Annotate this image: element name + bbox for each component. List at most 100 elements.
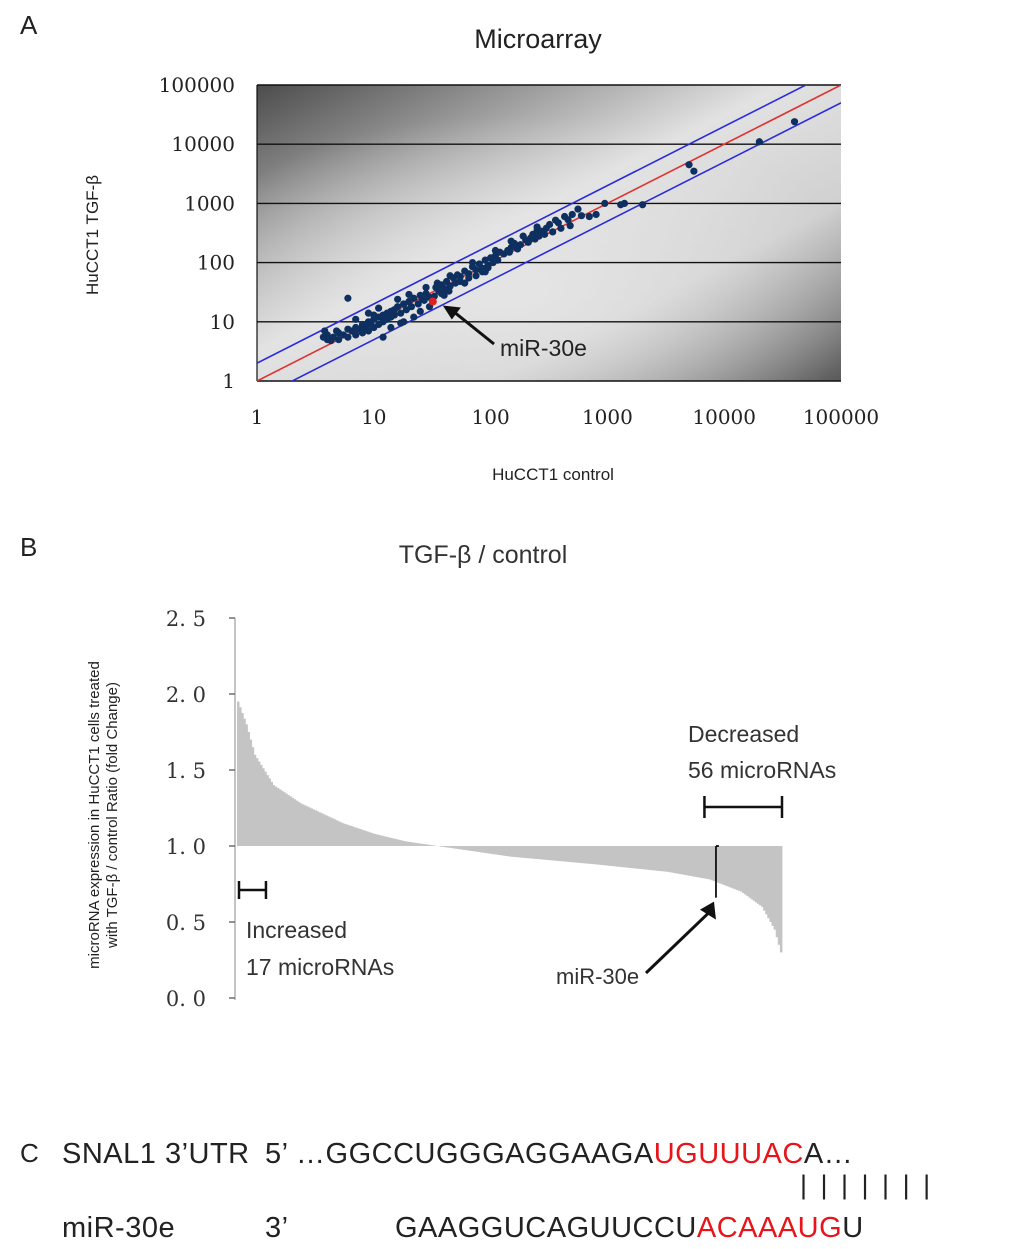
bar-annotations <box>237 796 784 975</box>
scatter-point <box>690 167 698 175</box>
scatter-point <box>617 201 625 209</box>
bar <box>599 846 603 865</box>
bar <box>494 846 498 855</box>
fold-change-bar-chart: TGF-β / control 0. 0 0. 5 1. 0 1. 5 2. 0 2. 5… <box>86 541 836 1011</box>
bar <box>668 846 672 873</box>
bar <box>400 840 403 846</box>
bar <box>654 846 657 871</box>
bar <box>725 846 728 886</box>
bar <box>771 846 775 926</box>
scatter-point <box>468 259 477 267</box>
bar <box>717 846 720 883</box>
bar <box>287 795 290 846</box>
scatter-point <box>465 274 473 282</box>
snai1-seed: UGUUUAC <box>653 1138 804 1170</box>
bar <box>593 846 596 865</box>
bar <box>555 846 559 861</box>
scatter-point <box>601 199 609 207</box>
bar <box>354 827 357 846</box>
bar <box>689 846 693 877</box>
bar <box>461 846 464 850</box>
bar <box>687 846 691 876</box>
bar <box>691 846 695 877</box>
bar <box>442 846 445 847</box>
increased-label: Increased <box>246 917 347 943</box>
bar <box>576 846 580 863</box>
bar <box>505 846 508 857</box>
bar <box>274 786 278 846</box>
bar <box>658 846 661 871</box>
scatter-point <box>319 333 327 341</box>
bar <box>721 846 724 885</box>
bar <box>519 846 523 858</box>
bar <box>677 846 680 874</box>
bar <box>605 846 609 866</box>
bar <box>683 846 686 875</box>
scatter-point <box>592 210 600 219</box>
scatter-point <box>472 272 480 280</box>
scatter-highlight-arrow <box>453 311 495 346</box>
bar <box>538 846 542 860</box>
bar <box>329 817 332 846</box>
base-pairing-marks: | | | | | | | <box>800 1170 934 1200</box>
decreased-count: 56 microRNAs <box>688 757 836 783</box>
bar <box>513 846 517 858</box>
bar <box>696 846 699 878</box>
bar <box>515 846 519 858</box>
bar <box>308 807 311 846</box>
bar <box>752 846 756 901</box>
bar <box>543 846 546 860</box>
bar <box>415 842 418 846</box>
scatter-y-label: HuCCT1 TGF-β <box>83 175 102 295</box>
mir30e-label: miR-30e <box>62 1212 176 1244</box>
bar <box>712 846 716 882</box>
bar-y-tick-label: 1. 0 <box>166 835 206 859</box>
bar <box>268 778 271 846</box>
scatter-point <box>352 315 360 323</box>
bar <box>522 846 525 858</box>
bar <box>325 815 328 846</box>
panel-label-c: C <box>20 1138 39 1168</box>
bar <box>247 732 250 846</box>
bar <box>348 825 351 846</box>
scatter-point <box>416 307 424 315</box>
bar <box>775 846 779 938</box>
bar <box>503 846 506 856</box>
scatter-point <box>638 201 647 209</box>
bar <box>616 846 619 867</box>
bar <box>647 846 651 870</box>
bar <box>685 846 689 876</box>
bar <box>662 846 666 872</box>
bar <box>346 824 349 846</box>
bar <box>421 843 424 846</box>
scatter-point <box>549 228 557 236</box>
bar <box>335 820 339 846</box>
snai1-sequence: 5’ …GGCCUGGGAGGAAGAUGUUUACA… <box>265 1138 853 1171</box>
scatter-point <box>574 205 582 213</box>
bar <box>626 846 630 868</box>
bar <box>402 840 406 846</box>
bar <box>702 846 705 879</box>
scatter-point <box>416 291 424 299</box>
bar <box>448 846 452 848</box>
scatter-points <box>319 118 799 345</box>
mir30e-sequence: GAAGGUCAGUUCCUACAAAUGU <box>395 1212 864 1245</box>
scatter-highlight-label: miR-30e <box>500 335 587 361</box>
scatter-point <box>755 138 763 146</box>
bar <box>675 846 678 874</box>
bar <box>406 841 410 846</box>
scatter-highlight-point <box>428 297 437 306</box>
scatter-x-tick-label: 10000 <box>692 405 756 429</box>
bar <box>251 747 255 846</box>
scatter-point <box>519 232 527 240</box>
bar <box>404 841 408 846</box>
bar <box>322 814 326 846</box>
bar <box>570 846 573 863</box>
bar-y-tick-label: 2. 0 <box>166 683 206 707</box>
bar <box>744 846 747 895</box>
bar <box>337 821 341 846</box>
scatter-reference-line <box>290 102 841 381</box>
bar <box>316 811 320 846</box>
scatter-x-tick-label: 1000 <box>582 405 633 429</box>
bar <box>610 846 613 866</box>
